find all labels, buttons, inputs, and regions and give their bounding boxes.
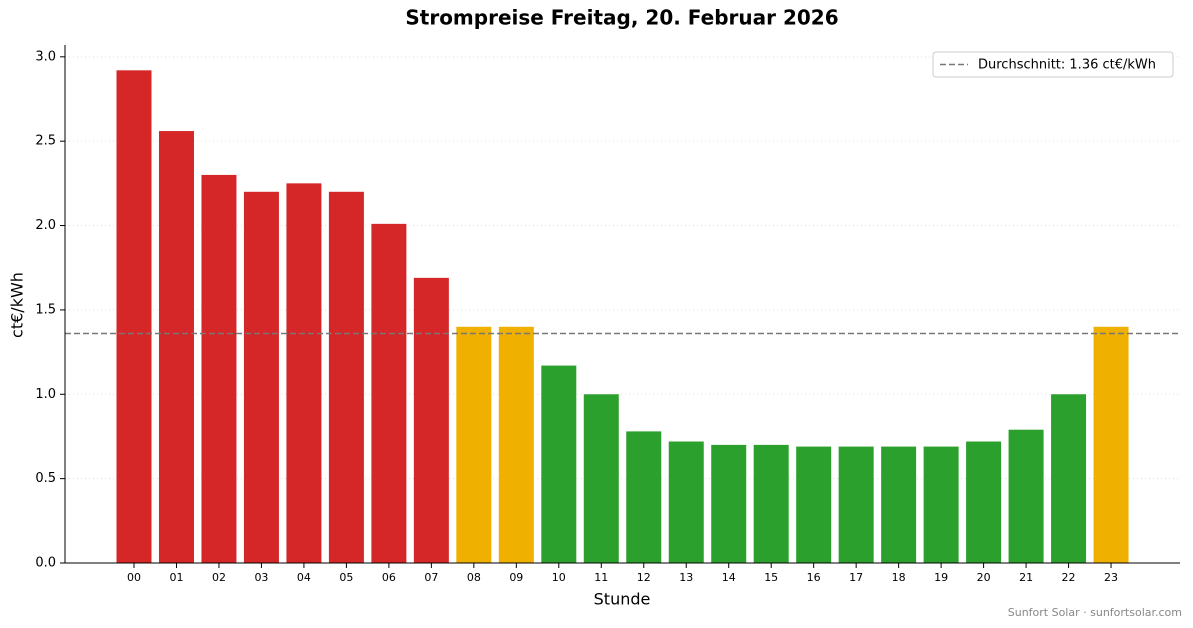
bar (626, 431, 662, 563)
x-tick-label: 14 (722, 571, 736, 584)
x-tick-label: 16 (807, 571, 821, 584)
x-tick-label: 08 (467, 571, 481, 584)
chart-title: Strompreise Freitag, 20. Februar 2026 (405, 6, 838, 30)
x-tick-label: 15 (764, 571, 778, 584)
bar (966, 441, 1002, 563)
y-tick-label: 1.0 (35, 387, 56, 402)
y-tick-label: 2.5 (35, 134, 56, 149)
bar (371, 223, 407, 563)
x-tick-label: 23 (1104, 571, 1118, 584)
bar (711, 444, 747, 563)
bar (541, 365, 577, 563)
x-axis-label: Stunde (594, 590, 651, 609)
bar (753, 444, 789, 563)
x-tick-label: 07 (424, 571, 438, 584)
x-tick-label: 02 (212, 571, 226, 584)
x-tick-label: 13 (679, 571, 693, 584)
x-tick-label: 21 (1019, 571, 1033, 584)
bar (796, 446, 832, 563)
bar (1008, 429, 1044, 563)
bar (413, 277, 449, 563)
x-tick-label: 20 (977, 571, 991, 584)
x-tick-label: 11 (594, 571, 608, 584)
bar (201, 174, 237, 564)
x-tick-label: 22 (1062, 571, 1076, 584)
x-tick-label: 01 (169, 571, 183, 584)
x-tick-label: 17 (849, 571, 863, 584)
y-tick-label: 0.0 (35, 556, 56, 571)
bar (838, 446, 874, 563)
bar (158, 131, 194, 563)
x-tick-label: 03 (254, 571, 268, 584)
y-tick-label: 3.0 (35, 49, 56, 64)
x-tick-label: 09 (509, 571, 523, 584)
x-tick-label: 12 (637, 571, 651, 584)
x-tick-label: 05 (339, 571, 353, 584)
bar (668, 441, 704, 563)
x-tick-label: 06 (382, 571, 396, 584)
y-tick-label: 2.0 (35, 218, 56, 233)
bar (286, 183, 322, 563)
y-tick-label: 0.5 (35, 471, 56, 486)
x-tick-label: 19 (934, 571, 948, 584)
legend-box (932, 51, 1174, 78)
bar (116, 70, 152, 563)
y-axis-label: ct€/kWh (8, 272, 27, 338)
bar (456, 326, 492, 563)
x-tick-label: 18 (892, 571, 906, 584)
x-tick-label: 04 (297, 571, 311, 584)
bar (328, 191, 364, 563)
bar (498, 326, 534, 563)
legend-label: Durchschnitt: 1.36 ct€/kWh (978, 58, 1156, 73)
footer: Sunfort Solar · sunfortsolar.com (1008, 606, 1182, 619)
bar (881, 446, 917, 563)
bar (923, 446, 959, 563)
x-tick-label: 00 (127, 571, 141, 584)
bar (243, 191, 279, 563)
x-tick-label: 10 (552, 571, 566, 584)
bar (1051, 394, 1087, 563)
bar (1093, 326, 1129, 563)
y-tick-label: 1.5 (35, 302, 56, 317)
bar (583, 394, 619, 563)
